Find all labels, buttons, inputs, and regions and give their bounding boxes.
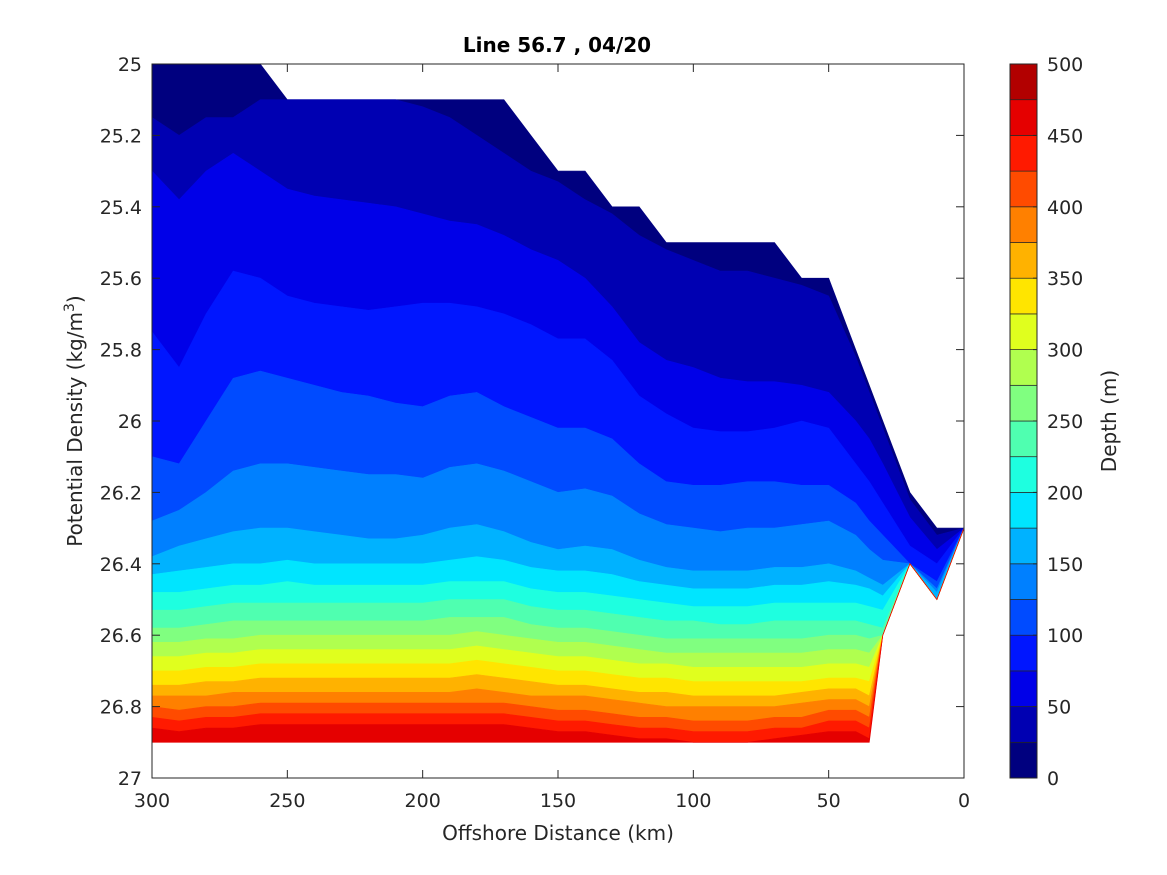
- y-tick-label: 25.4: [100, 197, 142, 219]
- colorbar-tick-label: 200: [1047, 482, 1083, 504]
- x-tick-label: 0: [958, 790, 970, 812]
- colorbar-frame: [1009, 63, 1038, 779]
- colorbar-segment-150: [1009, 527, 1038, 565]
- y-tick-label: 25: [118, 54, 142, 76]
- colorbar-segment-100: [1009, 599, 1038, 636]
- x-tick-label: 200: [405, 790, 441, 812]
- colorbar-tick-label: 350: [1047, 268, 1083, 290]
- colorbar-tick-label: 500: [1047, 54, 1083, 76]
- y-axis-label: Potential Density (kg/m3): [62, 295, 87, 546]
- x-axis: 300 250 200 150 100 50 0: [134, 64, 970, 812]
- plot-area: [151, 63, 965, 743]
- y-tick-label: 26.4: [100, 554, 142, 576]
- colorbar-segment-200: [1009, 456, 1038, 493]
- colorbar-tick-label: 0: [1047, 768, 1059, 790]
- colorbar-segment-50: [1009, 670, 1038, 707]
- y-tick-label: 26.8: [100, 697, 142, 719]
- x-axis-label: Offshore Distance (km): [442, 821, 674, 845]
- colorbar-segment-350: [1009, 242, 1038, 279]
- y-axis-label-superscript: 3: [62, 303, 78, 312]
- colorbar-tick-label: 250: [1047, 411, 1083, 433]
- colorbar-segment-375: [1009, 206, 1038, 243]
- colorbar-tick-label: 150: [1047, 554, 1083, 576]
- colorbar-segment-475: [1009, 63, 1038, 101]
- colorbar-segment-425: [1009, 135, 1038, 172]
- colorbar-label: Depth (m): [1097, 370, 1121, 472]
- x-tick-label: 150: [540, 790, 576, 812]
- colorbar-tick-label: 400: [1047, 197, 1083, 219]
- colorbar-segment-325: [1009, 277, 1038, 315]
- y-axis-label-main: Potential Density (kg/m: [63, 312, 87, 547]
- y-tick-label: 25.8: [100, 340, 142, 362]
- colorbar-segment-175: [1009, 492, 1038, 529]
- chart-title: Line 56.7 , 04/20: [463, 33, 651, 57]
- y-axis: 25 25.2 25.4 25.6 25.8 26 26.2 26.4 26.6 26.8 27: [100, 54, 964, 790]
- y-tick-label: 27: [118, 768, 142, 790]
- x-tick-label: 250: [269, 790, 305, 812]
- y-axis-label-end: ): [63, 295, 87, 303]
- x-tick-label: 300: [134, 790, 170, 812]
- x-tick-label: 50: [817, 790, 841, 812]
- y-tick-label: 26.6: [100, 625, 142, 647]
- y-tick-label: 26.2: [100, 482, 142, 504]
- colorbar: 0 50 100 150 200 250 300 350 400 450 500: [1009, 54, 1083, 790]
- y-tick-label: 26: [118, 411, 142, 433]
- colorbar-segment-75: [1009, 634, 1038, 672]
- colorbar-tick-label: 100: [1047, 625, 1083, 647]
- colorbar-tick-label: 450: [1047, 125, 1083, 147]
- y-tick-label: 25.2: [100, 125, 142, 147]
- colorbar-segment-300: [1009, 313, 1038, 350]
- contour-band-450: [151, 527, 965, 743]
- colorbar-segment-250: [1009, 384, 1038, 422]
- colorbar-segment-225: [1009, 420, 1038, 458]
- colorbar-segment-125: [1009, 563, 1038, 600]
- y-tick-label: 25.6: [100, 268, 142, 290]
- colorbar-segment-400: [1009, 170, 1038, 208]
- colorbar-segment-25: [1009, 706, 1038, 743]
- x-tick-label: 100: [675, 790, 711, 812]
- colorbar-segment-275: [1009, 349, 1038, 386]
- colorbar-tick-label: 50: [1047, 697, 1071, 719]
- colorbar-segment-450: [1009, 99, 1038, 136]
- colorbar-segment-0: [1009, 741, 1038, 779]
- colorbar-tick-label: 300: [1047, 340, 1083, 362]
